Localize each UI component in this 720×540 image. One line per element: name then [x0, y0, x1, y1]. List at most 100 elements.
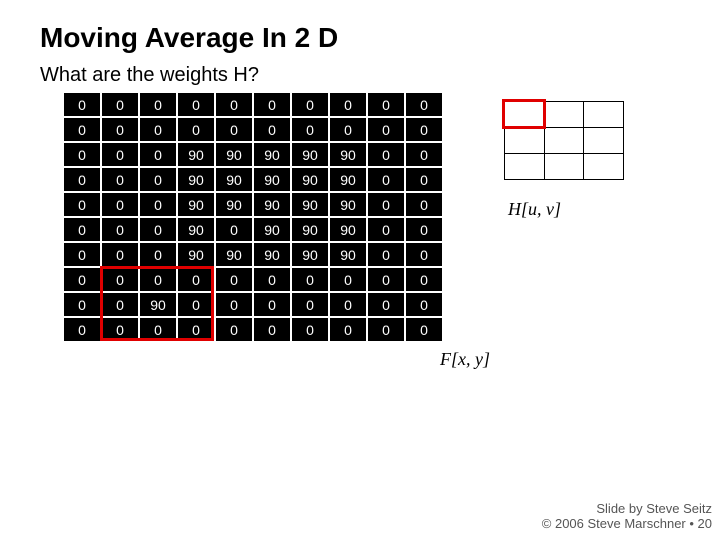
matrix-cell: 0: [63, 267, 101, 292]
matrix-cell: 90: [177, 142, 215, 167]
matrix-cell: 0: [367, 92, 405, 117]
matrix-cell: 0: [329, 117, 367, 142]
matrix-cell: 0: [215, 217, 253, 242]
matrix-cell: 0: [253, 317, 291, 342]
matrix-cell: 90: [329, 192, 367, 217]
matrix-cell: 90: [329, 167, 367, 192]
matrix-cell: 0: [101, 242, 139, 267]
matrix-cell: 90: [253, 242, 291, 267]
matrix-cell: 0: [63, 317, 101, 342]
matrix-cell: 0: [139, 117, 177, 142]
matrix-cell: 0: [101, 192, 139, 217]
matrix-cell: 90: [329, 142, 367, 167]
page-title: Moving Average In 2 D: [0, 0, 720, 64]
matrix-cell: 0: [101, 167, 139, 192]
matrix-cell: 0: [63, 92, 101, 117]
h-grid-cell: [505, 154, 545, 180]
matrix-cell: 0: [63, 167, 101, 192]
matrix-cell: 0: [215, 117, 253, 142]
matrix-cell: 90: [253, 167, 291, 192]
matrix-cell: 0: [329, 317, 367, 342]
matrix-cell: 90: [291, 142, 329, 167]
matrix-cell: 0: [63, 192, 101, 217]
matrix-cell: 90: [253, 142, 291, 167]
matrix-cell: 0: [253, 117, 291, 142]
content-row: 0000000000000000000000090909090900000090…: [0, 91, 720, 343]
matrix-table: 0000000000000000000000090909090900000090…: [62, 91, 444, 343]
matrix-cell: 0: [101, 292, 139, 317]
matrix-cell: 0: [405, 292, 443, 317]
matrix-cell: 0: [405, 267, 443, 292]
footer-line-2: © 2006 Steve Marschner • 20: [542, 516, 712, 532]
h-grid-cell: [544, 102, 584, 128]
matrix-cell: 0: [291, 317, 329, 342]
matrix-cell: 0: [101, 267, 139, 292]
matrix-cell: 0: [63, 142, 101, 167]
right-column: H[u, v]: [504, 101, 624, 220]
matrix-cell: 90: [329, 217, 367, 242]
matrix-cell: 90: [291, 242, 329, 267]
matrix-cell: 0: [101, 117, 139, 142]
matrix-cell: 0: [367, 117, 405, 142]
matrix-cell: 0: [405, 192, 443, 217]
matrix-cell: 0: [291, 292, 329, 317]
matrix-cell: 0: [253, 267, 291, 292]
matrix-cell: 0: [63, 242, 101, 267]
matrix-cell: 0: [405, 92, 443, 117]
matrix-cell: 0: [405, 242, 443, 267]
matrix-cell: 0: [139, 267, 177, 292]
matrix-cell: 0: [63, 292, 101, 317]
matrix-cell: 0: [177, 117, 215, 142]
matrix-cell: 0: [63, 217, 101, 242]
matrix-cell: 0: [215, 317, 253, 342]
matrix-cell: 0: [177, 317, 215, 342]
matrix-cell: 0: [215, 267, 253, 292]
matrix-cell: 0: [367, 267, 405, 292]
matrix-cell: 0: [139, 192, 177, 217]
matrix-cell: 90: [215, 167, 253, 192]
matrix-cell: 0: [101, 217, 139, 242]
matrix-cell: 0: [367, 192, 405, 217]
h-grid-cell: [584, 128, 624, 154]
matrix-cell: 0: [139, 317, 177, 342]
matrix-cell: 0: [177, 267, 215, 292]
matrix-cell: 0: [329, 267, 367, 292]
matrix-cell: 0: [405, 217, 443, 242]
matrix-cell: 0: [367, 317, 405, 342]
matrix-cell: 0: [63, 117, 101, 142]
h-grid: [504, 101, 624, 180]
matrix-cell: 90: [291, 167, 329, 192]
matrix-cell: 0: [405, 117, 443, 142]
matrix-cell: 0: [291, 267, 329, 292]
matrix-cell: 90: [215, 142, 253, 167]
matrix-cell: 0: [367, 142, 405, 167]
matrix-cell: 0: [253, 292, 291, 317]
matrix-cell: 90: [177, 192, 215, 217]
matrix-cell: 0: [177, 292, 215, 317]
matrix-cell: 90: [177, 242, 215, 267]
matrix-cell: 90: [291, 217, 329, 242]
matrix-cell: 90: [215, 192, 253, 217]
subtitle: What are the weights H?: [0, 64, 720, 87]
matrix-cell: 0: [367, 242, 405, 267]
matrix-cell: 0: [405, 142, 443, 167]
matrix-cell: 90: [253, 192, 291, 217]
matrix-cell: 0: [367, 217, 405, 242]
matrix-cell: 90: [139, 292, 177, 317]
matrix-cell: 0: [139, 217, 177, 242]
matrix-cell: 0: [405, 317, 443, 342]
matrix-cell: 90: [291, 192, 329, 217]
matrix-cell: 0: [215, 292, 253, 317]
matrix-cell: 0: [177, 92, 215, 117]
footer-line-1: Slide by Steve Seitz: [542, 501, 712, 517]
matrix-cell: 0: [291, 92, 329, 117]
footer: Slide by Steve Seitz © 2006 Steve Marsch…: [542, 501, 712, 532]
formula-f: F[x, y]: [210, 349, 720, 370]
matrix-cell: 0: [139, 242, 177, 267]
h-grid-cell: [584, 154, 624, 180]
matrix-cell: 0: [139, 167, 177, 192]
formula-h: H[u, v]: [508, 199, 624, 220]
matrix-cell: 0: [405, 167, 443, 192]
h-grid-wrap: [504, 101, 624, 181]
matrix-cell: 0: [101, 142, 139, 167]
